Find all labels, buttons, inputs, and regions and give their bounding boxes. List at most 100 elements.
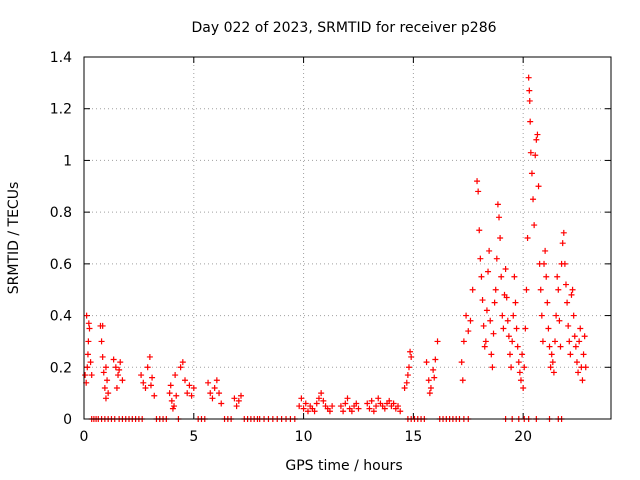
data-point: [567, 351, 574, 358]
data-point: [550, 369, 557, 376]
data-point: [546, 343, 553, 350]
data-point: [326, 408, 333, 415]
data-point: [580, 351, 587, 358]
y-tick-label: 1.4: [50, 50, 72, 66]
data-point: [179, 359, 186, 366]
x-tick-label: 15: [404, 429, 422, 445]
data-point: [561, 260, 568, 267]
data-point: [173, 392, 180, 399]
data-point: [381, 405, 388, 412]
data-point: [508, 364, 515, 371]
data-point: [549, 359, 556, 366]
data-point: [184, 390, 191, 397]
data-point: [177, 364, 184, 371]
data-point: [115, 372, 122, 379]
data-point: [397, 408, 404, 415]
data-point: [533, 136, 540, 143]
data-point: [172, 372, 179, 379]
data-point: [84, 351, 91, 358]
data-point: [344, 395, 351, 402]
data-point: [395, 403, 402, 410]
grid-lines: [84, 57, 611, 419]
data-point: [506, 351, 513, 358]
axis-ticks: [83, 56, 611, 420]
data-point: [432, 356, 439, 363]
data-point: [142, 384, 149, 391]
data-point: [311, 408, 318, 415]
data-point: [493, 255, 500, 262]
data-point: [538, 312, 545, 319]
data-point: [562, 281, 569, 288]
data-point: [528, 170, 535, 177]
data-point: [235, 397, 242, 404]
data-point: [476, 227, 483, 234]
y-tick-label: 0.2: [50, 360, 72, 376]
data-point: [144, 364, 151, 371]
data-point: [190, 384, 197, 391]
data-point: [370, 408, 377, 415]
data-point: [548, 351, 555, 358]
data-point: [298, 395, 305, 402]
data-point: [366, 405, 373, 412]
data-point: [355, 405, 362, 412]
data-point: [459, 377, 466, 384]
data-point: [231, 395, 238, 402]
data-point: [483, 307, 490, 314]
data-point: [425, 377, 432, 384]
data-point: [368, 397, 375, 404]
data-point: [478, 273, 485, 280]
data-point: [238, 392, 245, 399]
data-point: [526, 87, 533, 94]
data-point: [401, 384, 408, 391]
data-point: [500, 325, 507, 332]
data-point: [516, 369, 523, 376]
data-point: [318, 390, 325, 397]
data-point: [186, 382, 193, 389]
data-point: [575, 369, 582, 376]
data-point: [521, 364, 528, 371]
x-tick-label: 10: [295, 429, 313, 445]
data-point: [520, 384, 527, 391]
data-point: [499, 312, 506, 319]
data-point: [151, 392, 158, 399]
data-point: [86, 325, 93, 332]
data-point: [403, 379, 410, 386]
data-point: [487, 317, 494, 324]
data-point: [491, 299, 498, 306]
data-point: [579, 377, 586, 384]
data-point: [431, 374, 438, 381]
data-point: [498, 273, 505, 280]
data-point: [510, 312, 517, 319]
data-point: [99, 353, 106, 360]
data-point: [102, 395, 109, 402]
data-point: [313, 400, 320, 407]
data-point: [460, 338, 467, 345]
data-point: [233, 403, 240, 410]
data-point: [218, 400, 225, 407]
data-point: [119, 377, 126, 384]
data-point: [522, 325, 529, 332]
data-point: [537, 286, 544, 293]
data-point: [494, 201, 501, 208]
data-point: [458, 359, 465, 366]
y-axis-label: SRMTID / TECUs: [6, 182, 22, 295]
data-point: [337, 403, 344, 410]
data-point: [205, 379, 212, 386]
data-point: [207, 390, 214, 397]
data-point: [407, 348, 414, 355]
data-point: [104, 377, 111, 384]
data-point: [492, 286, 499, 293]
data-point: [530, 196, 537, 203]
data-point: [542, 247, 549, 254]
data-point: [541, 260, 548, 267]
data-point: [463, 312, 470, 319]
data-point: [527, 118, 534, 125]
data-point: [353, 400, 360, 407]
data-point: [573, 359, 580, 366]
data-point: [570, 312, 577, 319]
data-point: [390, 400, 397, 407]
data-point: [85, 320, 92, 327]
data-point: [488, 351, 495, 358]
data-point: [474, 178, 481, 185]
